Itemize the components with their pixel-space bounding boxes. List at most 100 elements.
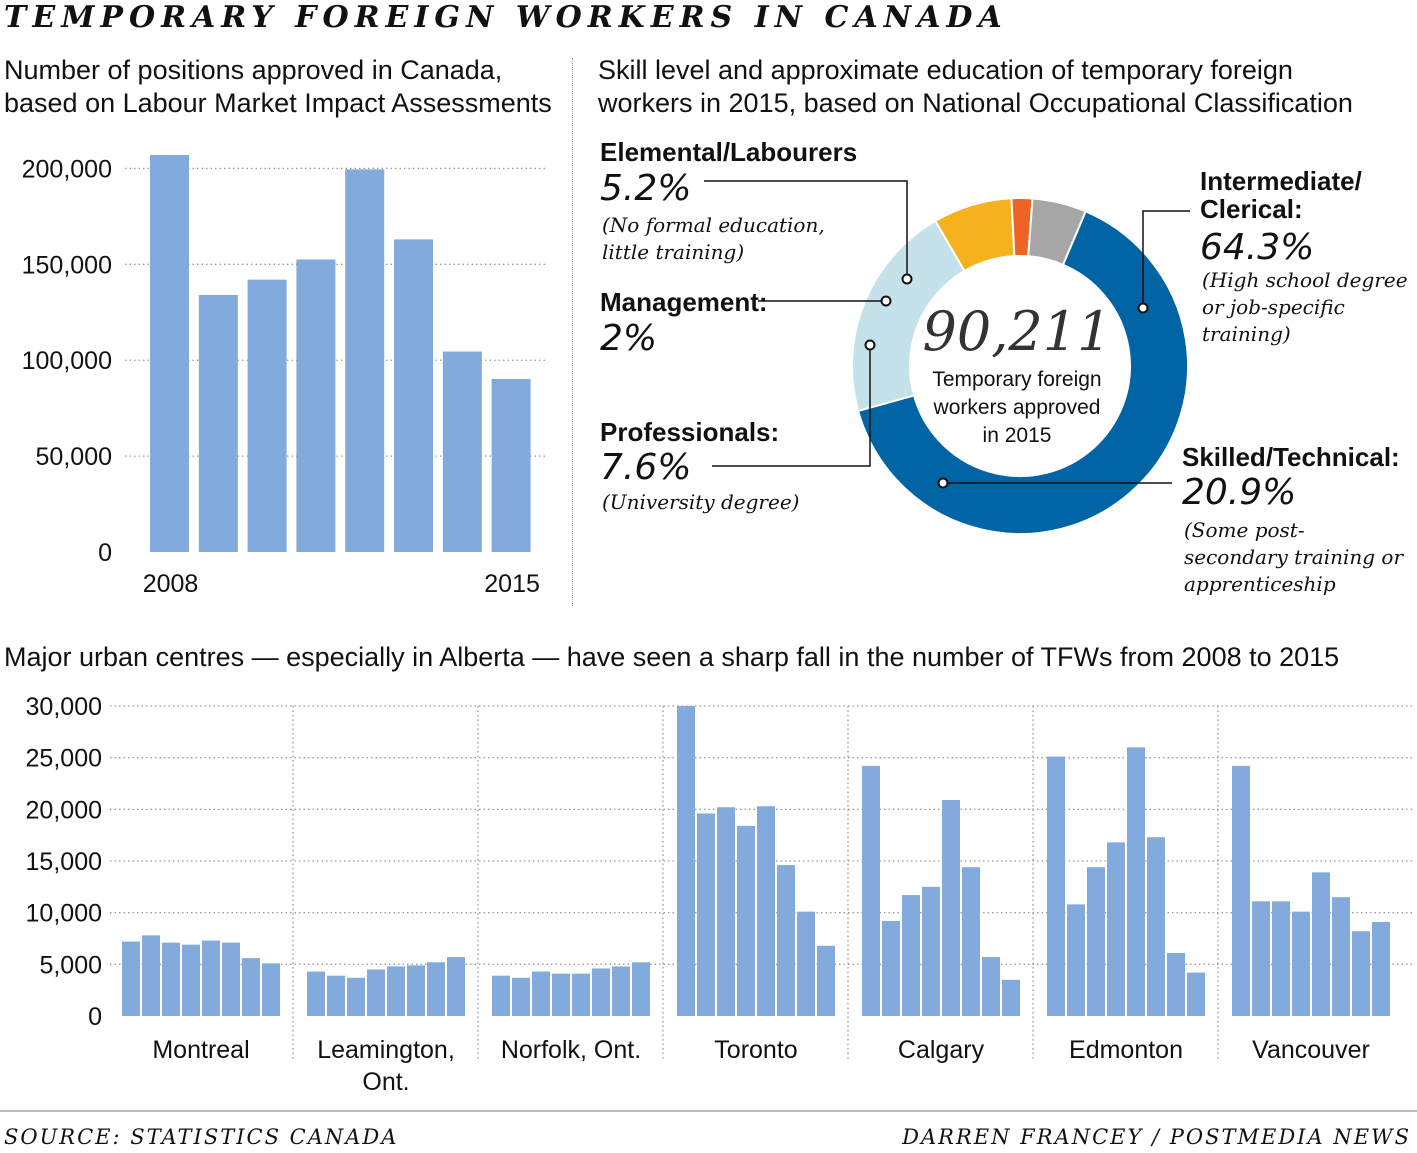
national-y-tick-label: 50,000 bbox=[36, 443, 112, 471]
urban-bar bbox=[1372, 921, 1390, 1016]
national-bar bbox=[394, 239, 433, 552]
donut-center-value: 90,211 bbox=[923, 300, 1112, 363]
urban-bar bbox=[122, 941, 140, 1016]
national-bar bbox=[345, 169, 385, 552]
national-chart-title-line: based on Labour Market Impact Assessment… bbox=[4, 88, 552, 118]
urban-chart-title: Major urban centres — especially in Albe… bbox=[4, 642, 1340, 672]
urban-y-tick-label: 25,000 bbox=[26, 745, 102, 773]
urban-bar bbox=[572, 973, 590, 1016]
slice-heading-management: Management: bbox=[600, 287, 768, 317]
national-bar bbox=[150, 155, 189, 552]
national-x-tick-label: 2015 bbox=[484, 570, 540, 598]
urban-bar bbox=[182, 944, 200, 1016]
urban-bar bbox=[962, 867, 980, 1016]
urban-bar bbox=[532, 971, 550, 1016]
urban-bar bbox=[1087, 867, 1105, 1016]
urban-bar bbox=[677, 706, 695, 1016]
infographic-title: TEMPORARY FOREIGN WORKERS IN CANADA bbox=[4, 0, 1008, 35]
urban-bar bbox=[1187, 972, 1205, 1016]
national-bar bbox=[442, 351, 482, 552]
urban-bar bbox=[1127, 747, 1145, 1016]
slice-note-intermediate: training) bbox=[1202, 322, 1291, 346]
urban-bar bbox=[982, 957, 1000, 1016]
urban-bar bbox=[222, 942, 240, 1016]
skill-chart-title: Skill level and approximate education of… bbox=[598, 54, 1353, 120]
leader-dot-management bbox=[880, 295, 892, 307]
leader-dot-intermediate bbox=[1137, 302, 1149, 314]
author-credit: DARREN FRANCEY / POSTMEDIA NEWS bbox=[902, 1125, 1411, 1149]
national-x-tick-label: 2008 bbox=[143, 570, 199, 598]
urban-bar bbox=[447, 957, 465, 1016]
urban-bar bbox=[1002, 979, 1020, 1016]
national-y-tick-label: 0 bbox=[98, 539, 112, 567]
urban-bar bbox=[347, 977, 365, 1016]
urban-bar bbox=[737, 825, 755, 1016]
slice-heading-intermediate: Clerical: bbox=[1200, 194, 1303, 224]
donut-center-label: Temporary foreign bbox=[932, 368, 1101, 391]
urban-bar bbox=[1332, 897, 1350, 1016]
urban-bar bbox=[1232, 765, 1250, 1016]
urban-bar bbox=[492, 975, 510, 1016]
national-bar bbox=[491, 378, 531, 552]
urban-group-label: Ont. bbox=[362, 1068, 409, 1096]
urban-bar bbox=[757, 806, 775, 1016]
national-bar bbox=[198, 295, 238, 552]
urban-y-tick-label: 10,000 bbox=[26, 900, 102, 928]
national-y-tick-label: 150,000 bbox=[22, 251, 112, 279]
leader-line-professionals bbox=[712, 345, 871, 467]
urban-bar bbox=[387, 966, 405, 1016]
urban-bar bbox=[1147, 837, 1165, 1016]
national-bar bbox=[296, 259, 336, 552]
urban-bar bbox=[902, 895, 920, 1016]
urban-group-label: Vancouver bbox=[1252, 1036, 1370, 1064]
urban-bar bbox=[202, 940, 220, 1016]
urban-bar bbox=[777, 865, 795, 1016]
urban-group-label: Calgary bbox=[898, 1036, 985, 1064]
slice-heading-skilled: Skilled/Technical: bbox=[1182, 442, 1400, 472]
slice-heading-elemental: Elemental/Labourers bbox=[600, 137, 857, 167]
urban-y-tick-label: 30,000 bbox=[26, 693, 102, 721]
slice-note-skilled: apprenticeship bbox=[1184, 572, 1336, 596]
urban-bar bbox=[942, 800, 960, 1016]
national-y-tick-label: 100,000 bbox=[22, 347, 112, 375]
urban-bar bbox=[592, 968, 610, 1016]
slice-percent-professionals: 7.6% bbox=[600, 447, 691, 488]
leader-dot-elemental bbox=[901, 273, 913, 285]
urban-bar bbox=[1352, 931, 1370, 1016]
slice-percent-skilled: 20.9% bbox=[1182, 472, 1296, 513]
urban-y-tick-label: 15,000 bbox=[26, 848, 102, 876]
slice-percent-elemental: 5.2% bbox=[600, 168, 691, 209]
column-divider bbox=[572, 58, 573, 606]
urban-bar bbox=[367, 969, 385, 1016]
urban-bar bbox=[427, 962, 445, 1016]
urban-bar bbox=[1312, 872, 1330, 1016]
urban-bar bbox=[142, 935, 160, 1016]
urban-bar bbox=[697, 813, 715, 1016]
slice-percent-management: 2% bbox=[600, 318, 657, 359]
slice-note-skilled: (Some post- bbox=[1184, 518, 1305, 542]
urban-bar bbox=[307, 971, 325, 1016]
donut-slice-intermediate bbox=[856, 210, 1189, 535]
urban-group-label: Edmonton bbox=[1069, 1036, 1183, 1064]
urban-bar bbox=[262, 963, 280, 1016]
slice-heading-professionals: Professionals: bbox=[600, 417, 779, 447]
skill-chart-title-line: Skill level and approximate education of… bbox=[598, 55, 1293, 85]
urban-bar bbox=[1067, 904, 1085, 1016]
urban-bar bbox=[1047, 756, 1065, 1016]
leader-line-elemental bbox=[704, 180, 908, 279]
leader-line-intermediate bbox=[1142, 210, 1190, 308]
urban-bar bbox=[162, 942, 180, 1016]
national-y-tick-label: 200,000 bbox=[22, 155, 112, 183]
donut-center-label: in 2015 bbox=[983, 424, 1052, 447]
leader-dot-skilled bbox=[937, 477, 949, 489]
urban-bar bbox=[1107, 842, 1125, 1016]
slice-heading-intermediate: Intermediate/ bbox=[1200, 166, 1362, 196]
urban-bar bbox=[407, 965, 425, 1016]
slice-note-skilled: secondary training or bbox=[1184, 545, 1404, 569]
urban-y-tick-label: 20,000 bbox=[26, 796, 102, 824]
urban-bar bbox=[1292, 911, 1310, 1016]
urban-bar bbox=[1167, 952, 1185, 1016]
source-credit: SOURCE: STATISTICS CANADA bbox=[4, 1125, 399, 1149]
urban-y-tick-label: 5,000 bbox=[39, 951, 102, 979]
